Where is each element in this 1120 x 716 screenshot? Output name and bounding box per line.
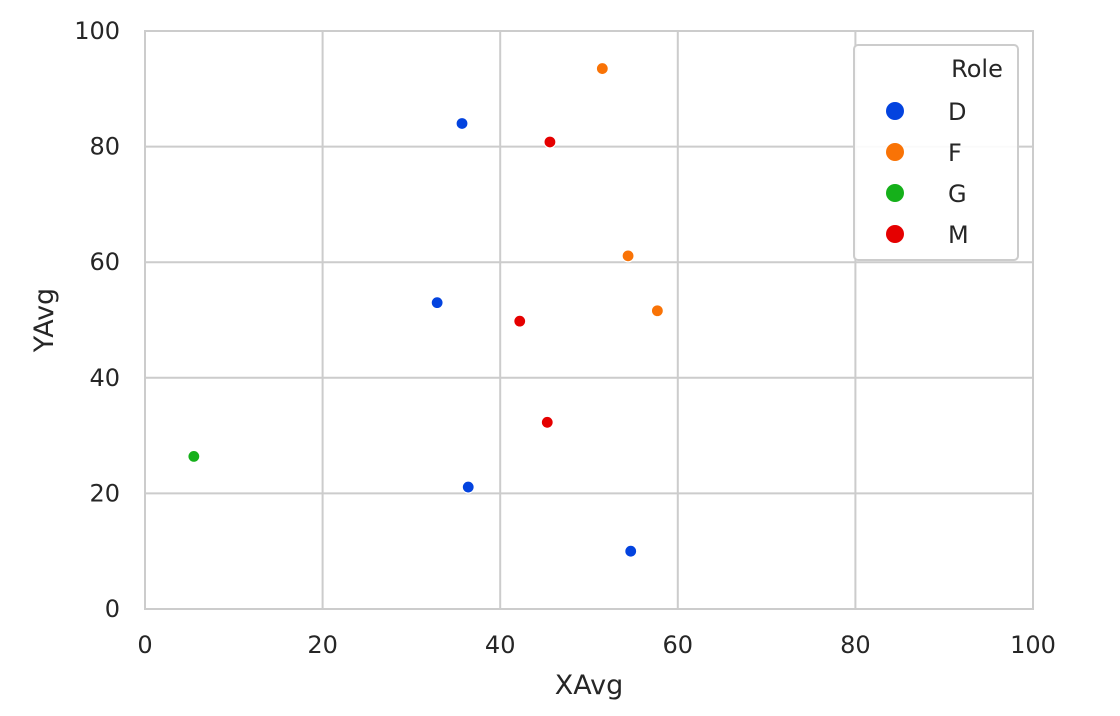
data-point-m <box>543 135 557 149</box>
legend-box <box>853 44 1019 261</box>
legend-marker-f <box>886 143 904 161</box>
x-tick-label: 20 <box>307 631 338 659</box>
data-point-d <box>455 116 469 131</box>
legend-entry-g: G <box>948 180 967 208</box>
legend-marker-m <box>886 225 904 243</box>
y-tick-label: 0 <box>105 595 120 623</box>
data-point-f <box>595 61 609 76</box>
y-axis-label: YAvg <box>29 288 60 353</box>
y-tick-label: 100 <box>74 17 120 45</box>
y-tick-labels: 0 20 40 60 80 100 <box>74 17 120 623</box>
y-tick-label: 80 <box>89 133 120 161</box>
data-point-d <box>430 296 444 310</box>
x-tick-label: 60 <box>663 631 694 659</box>
x-tick-label: 80 <box>840 631 871 659</box>
data-points <box>187 61 664 558</box>
plot-frame <box>144 30 1034 610</box>
legend-entry-d: D <box>948 98 966 126</box>
data-point-d <box>624 544 638 558</box>
plot-area-border <box>144 30 1034 610</box>
data-point-f <box>650 304 664 318</box>
y-tick-label: 40 <box>89 364 120 392</box>
x-tick-label: 0 <box>137 631 152 659</box>
legend-title: Role <box>951 55 1003 83</box>
x-tick-label: 40 <box>485 631 516 659</box>
x-tick-label: 100 <box>1010 631 1056 659</box>
legend-entry-f: F <box>948 139 962 167</box>
data-point-g <box>187 449 201 464</box>
legend-marker-d <box>886 102 904 120</box>
data-point-d <box>461 480 475 494</box>
data-point-m <box>540 415 554 429</box>
x-axis-label: XAvg <box>555 670 624 701</box>
legend-marker-g <box>886 184 904 202</box>
y-tick-label: 60 <box>89 248 120 276</box>
data-point-m <box>513 314 527 328</box>
legend-entry-m: M <box>948 221 969 249</box>
y-tick-label: 20 <box>89 479 120 507</box>
x-tick-labels: 0 20 40 60 80 100 <box>137 631 1056 659</box>
data-point-f <box>621 249 635 263</box>
